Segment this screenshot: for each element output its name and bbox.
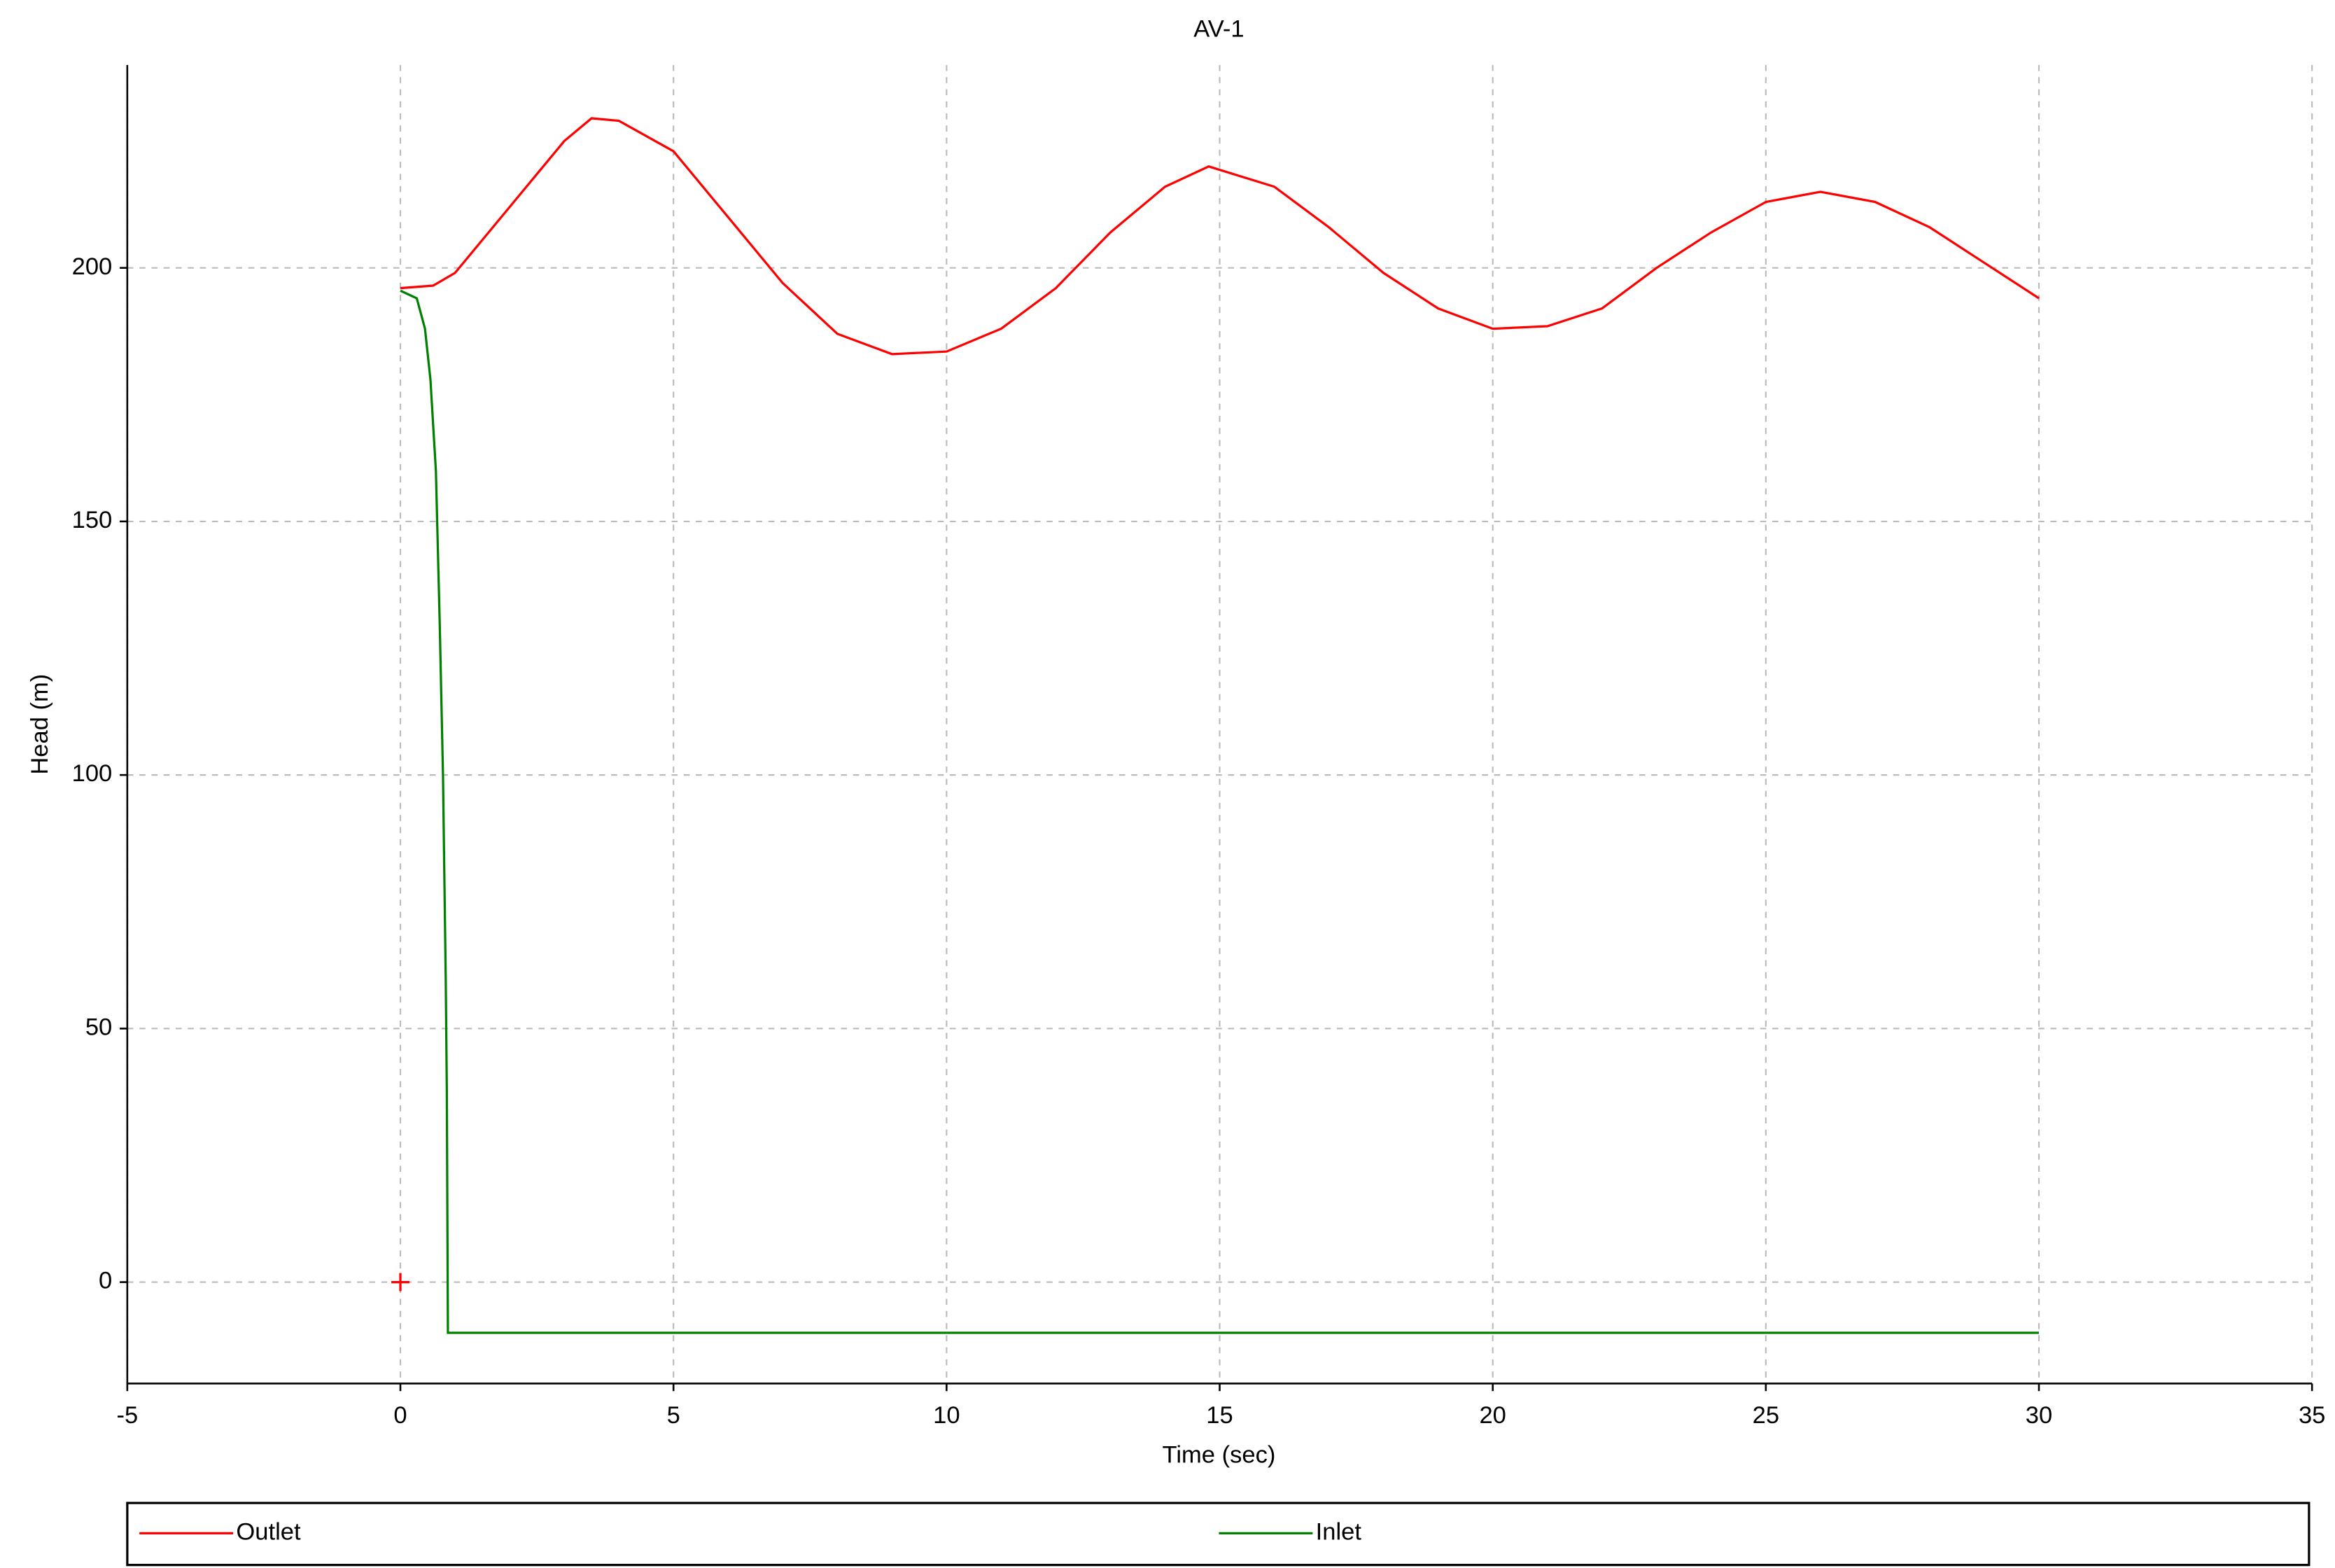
x-tick-label: 15 [1206,1402,1233,1429]
chart-title: AV-1 [1193,15,1244,42]
legend-label: Outlet [236,1518,301,1545]
x-tick-label: 5 [667,1402,680,1429]
x-tick-label: 25 [1753,1402,1779,1429]
x-tick-label: 20 [1479,1402,1506,1429]
legend-label: Inlet [1316,1518,1362,1545]
x-tick-label: 35 [2299,1402,2325,1429]
y-tick-label: 100 [72,760,113,787]
x-tick-label: 10 [933,1402,960,1429]
y-tick-label: 200 [72,253,113,280]
x-tick-label: 0 [393,1402,407,1429]
y-tick-label: 150 [72,507,113,533]
x-axis-label: Time (sec) [1163,1441,1276,1468]
y-tick-label: 0 [99,1268,112,1294]
marker [391,1273,409,1292]
series-line [400,289,2040,1334]
x-tick-label: -5 [117,1402,139,1429]
series-line [400,117,2040,356]
legend-box [126,1502,2311,1567]
y-tick-label: 50 [85,1014,112,1040]
y-axis-label: Head (m) [27,674,53,775]
x-tick-label: 30 [2026,1402,2052,1429]
